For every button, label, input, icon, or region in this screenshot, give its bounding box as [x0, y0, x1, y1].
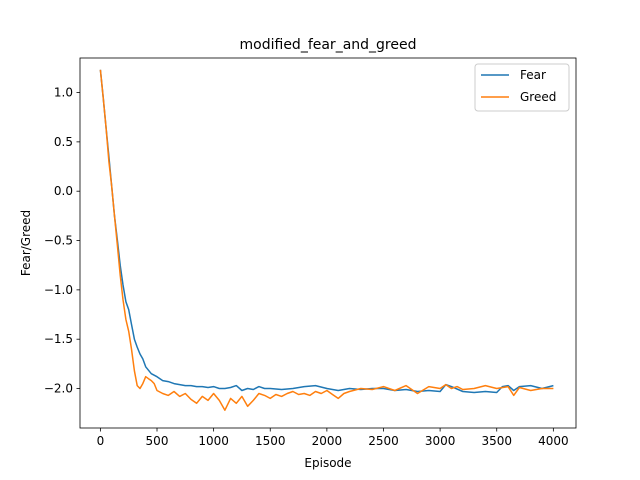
y-tick-label: −1.5 [44, 332, 73, 346]
chart-title: modified_fear_and_greed [240, 37, 417, 53]
y-axis-label: Fear/Greed [19, 210, 33, 276]
x-tick-label: 3000 [425, 434, 456, 448]
legend-label-fear: Fear [520, 68, 546, 82]
y-tick-label: 0.0 [54, 184, 73, 198]
x-tick-label: 2500 [368, 434, 399, 448]
y-tick-label: 0.5 [54, 135, 73, 149]
y-tick-label: −2.0 [44, 382, 73, 396]
series-line-fear [99, 69, 554, 394]
x-tick-label: 0 [97, 434, 105, 448]
y-tick-label: 1.0 [54, 86, 73, 100]
legend-label-greed: Greed [520, 90, 556, 104]
x-tick-label: 4000 [538, 434, 569, 448]
plot-frame [79, 57, 577, 429]
series-layer [99, 69, 554, 411]
y-tick-label: −0.5 [44, 234, 73, 248]
y-tick-label: −1.0 [44, 283, 73, 297]
x-axis-label: Episode [304, 456, 351, 470]
x-axis-ticks: 0 500 1000 1500 2000 2500 3000 3500 4000 [97, 428, 569, 448]
x-tick-label: 500 [146, 434, 169, 448]
series-line-greed [99, 69, 554, 411]
y-axis-ticks: 1.0 0.5 0.0 −0.5 −1.0 −1.5 −2.0 [44, 86, 80, 396]
x-tick-label: 1000 [198, 434, 229, 448]
x-tick-label: 1500 [255, 434, 286, 448]
x-tick-label: 3500 [481, 434, 512, 448]
legend: Fear Greed [474, 63, 570, 112]
x-tick-label: 2000 [312, 434, 343, 448]
